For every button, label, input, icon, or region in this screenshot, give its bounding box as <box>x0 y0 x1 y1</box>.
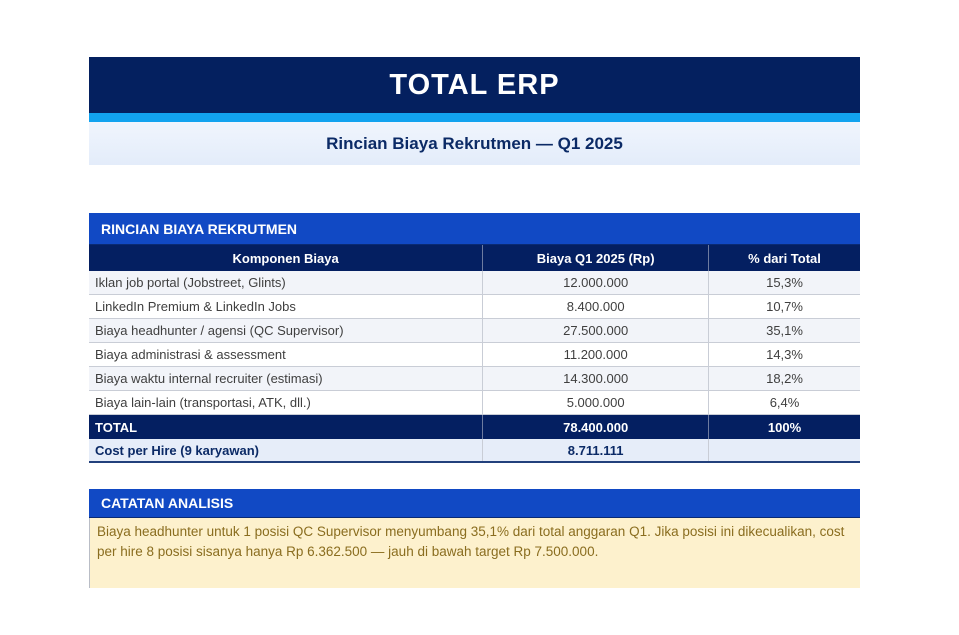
cost-per-hire-row: Cost per Hire (9 karyawan) 8.711.111 <box>89 439 860 463</box>
table-row: Biaya lain-lain (transportasi, ATK, dll.… <box>89 391 860 415</box>
accent-stripe <box>89 113 860 122</box>
row-label: LinkedIn Premium & LinkedIn Jobs <box>95 299 296 314</box>
analysis-note: Biaya headhunter untuk 1 posisi QC Super… <box>89 518 860 588</box>
table-header-row: Komponen Biaya Biaya Q1 2025 (Rp) % dari… <box>89 245 860 271</box>
row-percent: 14,3% <box>708 343 860 366</box>
section-title: RINCIAN BIAYA REKRUTMEN <box>101 220 298 237</box>
page-title: TOTAL ERP <box>389 68 560 101</box>
cost-table: Komponen Biaya Biaya Q1 2025 (Rp) % dari… <box>89 245 860 463</box>
row-percent: 35,1% <box>708 319 860 342</box>
row-percent: 15,3% <box>708 271 860 294</box>
row-value: 14.300.000 <box>482 367 708 390</box>
cost-per-hire-value: 8.711.111 <box>482 439 708 461</box>
row-value: 11.200.000 <box>482 343 708 366</box>
section-header-catatan: CATATAN ANALISIS <box>89 489 860 518</box>
row-label: Biaya administrasi & assessment <box>95 347 286 362</box>
analysis-note-text: Biaya headhunter untuk 1 posisi QC Super… <box>97 524 845 559</box>
row-percent: 18,2% <box>708 367 860 390</box>
row-label: Iklan job portal (Jobstreet, Glints) <box>95 275 286 290</box>
title-banner: TOTAL ERP <box>89 57 860 113</box>
column-header-biaya: Biaya Q1 2025 (Rp) <box>482 245 708 271</box>
row-label: Biaya lain-lain (transportasi, ATK, dll.… <box>95 395 311 410</box>
row-value: 27.500.000 <box>482 319 708 342</box>
total-row: TOTAL 78.400.000 100% <box>89 415 860 439</box>
total-percent: 100% <box>708 415 860 439</box>
row-percent: 6,4% <box>708 391 860 414</box>
total-value: 78.400.000 <box>482 415 708 439</box>
row-label: Biaya headhunter / agensi (QC Supervisor… <box>95 323 344 338</box>
cost-per-hire-label: Cost per Hire (9 karyawan) <box>95 442 260 458</box>
subtitle-band: Rincian Biaya Rekrutmen — Q1 2025 <box>89 122 860 165</box>
column-header-komponen: Komponen Biaya <box>232 250 339 266</box>
section-title: CATATAN ANALISIS <box>101 495 234 511</box>
page-subtitle: Rincian Biaya Rekrutmen — Q1 2025 <box>326 133 623 153</box>
section-header-rincian: RINCIAN BIAYA REKRUTMEN <box>89 213 860 245</box>
row-percent: 10,7% <box>708 295 860 318</box>
row-value: 8.400.000 <box>482 295 708 318</box>
table-row: LinkedIn Premium & LinkedIn Jobs 8.400.0… <box>89 295 860 319</box>
total-label: TOTAL <box>95 419 138 435</box>
column-header-pct: % dari Total <box>708 245 860 271</box>
cost-per-hire-percent <box>708 439 860 461</box>
table-row: Biaya waktu internal recruiter (estimasi… <box>89 367 860 391</box>
row-value: 5.000.000 <box>482 391 708 414</box>
table-row: Biaya administrasi & assessment 11.200.0… <box>89 343 860 367</box>
row-label: Biaya waktu internal recruiter (estimasi… <box>95 371 323 386</box>
row-value: 12.000.000 <box>482 271 708 294</box>
table-row: Biaya headhunter / agensi (QC Supervisor… <box>89 319 860 343</box>
table-row: Iklan job portal (Jobstreet, Glints) 12.… <box>89 271 860 295</box>
